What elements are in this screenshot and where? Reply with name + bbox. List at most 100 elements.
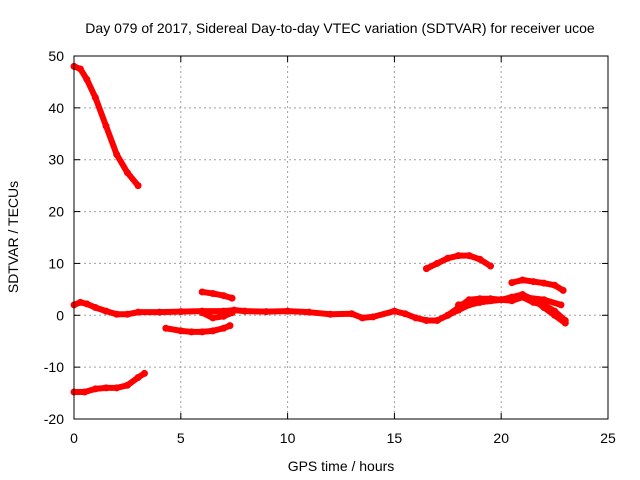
data-point: [198, 328, 206, 336]
data-point: [91, 304, 99, 312]
data-point: [508, 279, 516, 287]
x-tick-label: 10: [280, 430, 296, 446]
data-point: [123, 310, 131, 318]
y-tick-label: 30: [48, 152, 64, 168]
series-track-arch-evening: [422, 252, 495, 273]
data-point: [519, 293, 527, 301]
y-tick-label: 20: [48, 204, 64, 220]
data-point: [209, 327, 217, 335]
data-point: [444, 254, 452, 262]
data-point: [497, 296, 505, 304]
data-point: [529, 278, 537, 286]
plot-frame: [73, 55, 609, 420]
data-point: [220, 312, 228, 320]
y-tick-label: 50: [48, 48, 64, 64]
data-point: [134, 308, 142, 316]
data-point: [91, 385, 99, 393]
data-point: [433, 259, 441, 267]
data-point: [123, 381, 131, 389]
data-point: [83, 75, 91, 83]
data-point: [476, 255, 484, 263]
data-point: [465, 252, 473, 260]
data-point: [177, 327, 185, 335]
y-tick-label: 0: [56, 307, 64, 323]
data-point: [487, 262, 495, 270]
data-point: [220, 324, 228, 332]
data-point: [358, 314, 366, 322]
data-point: [177, 308, 185, 316]
data-point: [433, 316, 441, 324]
data-point: [228, 309, 236, 317]
data-point: [102, 122, 110, 130]
grid-lines: [74, 56, 608, 419]
y-tick-label: 10: [48, 255, 64, 271]
data-point: [187, 328, 195, 336]
data-point: [369, 313, 377, 321]
series-line: [199, 288, 236, 302]
data-point: [559, 286, 567, 294]
data-point: [444, 311, 452, 319]
data-series-layer: [70, 62, 569, 396]
data-point: [305, 308, 313, 316]
data-point: [326, 310, 334, 318]
data-point: [140, 369, 148, 377]
data-point: [540, 296, 548, 304]
series-track-late-plateau: [508, 276, 567, 294]
data-point: [241, 307, 249, 315]
data-point: [226, 322, 234, 330]
data-point: [401, 310, 409, 318]
data-point: [91, 93, 99, 101]
data-point: [348, 310, 356, 318]
data-point: [113, 151, 121, 159]
y-tick-label: -10: [44, 359, 64, 375]
data-point: [262, 308, 270, 316]
data-point: [134, 374, 142, 382]
x-tick-label: 20: [493, 430, 509, 446]
x-tick-label: 15: [387, 430, 403, 446]
data-point: [83, 300, 91, 308]
series-track-lower-rising: [70, 369, 148, 396]
data-point: [123, 169, 131, 177]
data-point: [198, 309, 206, 317]
data-point: [551, 281, 559, 289]
y-tick-label: 40: [48, 100, 64, 116]
x-axis-title: GPS time / hours: [288, 458, 395, 474]
data-point: [102, 384, 110, 392]
data-point: [102, 307, 110, 315]
series-track-upper-descending: [70, 62, 142, 190]
x-tick-label: 5: [177, 430, 185, 446]
data-point: [113, 310, 121, 318]
data-point: [162, 324, 170, 332]
axis-ticks: 0 5 10 15 20 25 -20 -10 0 10 20 30 40 50: [44, 48, 616, 446]
y-axis-title: SDTVAR / TECUs: [5, 181, 21, 293]
data-point: [284, 307, 292, 315]
chart-title: Day 079 of 2017, Sidereal Day-to-day VTE…: [85, 20, 595, 36]
data-point: [454, 252, 462, 260]
series-track-short-segment: [198, 288, 236, 302]
data-point: [561, 316, 569, 324]
data-point: [76, 65, 84, 73]
y-tick-label: -20: [44, 411, 64, 427]
data-point: [198, 288, 206, 296]
data-point: [76, 298, 84, 306]
data-point: [557, 301, 565, 309]
data-point: [540, 279, 548, 287]
series-track-dip-midmorning: [162, 322, 234, 336]
data-point: [81, 388, 89, 396]
series-track-segment-dip: [198, 309, 236, 322]
x-tick-label: 25: [600, 430, 616, 446]
data-point: [390, 307, 398, 315]
data-point: [134, 182, 142, 190]
data-point: [454, 301, 462, 309]
data-point: [209, 290, 217, 298]
data-point: [422, 316, 430, 324]
data-point: [519, 276, 527, 284]
data-point: [228, 294, 236, 302]
data-point: [422, 265, 430, 273]
data-point: [113, 384, 121, 392]
series-line: [199, 309, 236, 321]
data-point: [551, 307, 559, 315]
data-point: [155, 308, 163, 316]
